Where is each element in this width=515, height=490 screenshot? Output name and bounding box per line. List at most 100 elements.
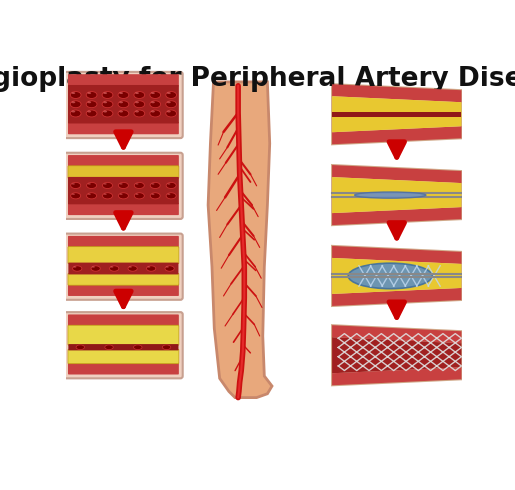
FancyBboxPatch shape — [68, 284, 179, 296]
Ellipse shape — [88, 183, 91, 185]
Ellipse shape — [355, 192, 426, 198]
Ellipse shape — [86, 92, 97, 98]
Ellipse shape — [91, 266, 100, 271]
Polygon shape — [332, 126, 461, 144]
Ellipse shape — [150, 182, 160, 189]
Ellipse shape — [104, 194, 107, 195]
Ellipse shape — [150, 110, 161, 117]
Polygon shape — [332, 165, 461, 225]
Ellipse shape — [150, 92, 161, 98]
Ellipse shape — [119, 183, 123, 185]
Ellipse shape — [147, 266, 150, 268]
FancyBboxPatch shape — [64, 312, 183, 378]
FancyBboxPatch shape — [68, 85, 179, 123]
Polygon shape — [332, 368, 461, 385]
Ellipse shape — [166, 92, 177, 98]
Ellipse shape — [76, 345, 84, 349]
FancyBboxPatch shape — [68, 246, 179, 264]
Polygon shape — [332, 288, 461, 306]
Ellipse shape — [119, 194, 123, 195]
FancyBboxPatch shape — [68, 362, 179, 374]
Ellipse shape — [151, 92, 155, 94]
Ellipse shape — [151, 183, 154, 185]
Ellipse shape — [102, 101, 113, 108]
Ellipse shape — [88, 194, 91, 195]
Ellipse shape — [88, 111, 91, 113]
FancyBboxPatch shape — [68, 263, 179, 274]
Ellipse shape — [102, 193, 112, 199]
Ellipse shape — [72, 111, 75, 113]
Ellipse shape — [104, 183, 107, 185]
Ellipse shape — [134, 110, 145, 117]
FancyBboxPatch shape — [68, 122, 179, 134]
Ellipse shape — [135, 101, 139, 103]
Polygon shape — [332, 96, 461, 132]
Ellipse shape — [72, 183, 75, 185]
Ellipse shape — [348, 263, 432, 289]
Ellipse shape — [166, 182, 176, 189]
Ellipse shape — [119, 101, 123, 103]
Ellipse shape — [134, 92, 145, 98]
FancyBboxPatch shape — [68, 74, 179, 87]
Polygon shape — [332, 84, 461, 144]
Ellipse shape — [146, 266, 156, 271]
Ellipse shape — [166, 101, 177, 108]
Ellipse shape — [102, 182, 112, 189]
Ellipse shape — [72, 101, 75, 103]
Ellipse shape — [102, 92, 113, 98]
Text: Angioplasty for Peripheral Artery Disease: Angioplasty for Peripheral Artery Diseas… — [0, 67, 515, 93]
FancyBboxPatch shape — [68, 325, 179, 345]
Ellipse shape — [110, 266, 113, 268]
Polygon shape — [332, 165, 461, 183]
Ellipse shape — [151, 101, 155, 103]
Ellipse shape — [162, 345, 171, 349]
FancyBboxPatch shape — [68, 166, 179, 178]
Ellipse shape — [118, 110, 129, 117]
Ellipse shape — [104, 92, 107, 94]
Ellipse shape — [167, 183, 170, 185]
Ellipse shape — [118, 101, 129, 108]
Ellipse shape — [133, 345, 142, 349]
Ellipse shape — [167, 194, 170, 195]
Ellipse shape — [129, 266, 132, 268]
Ellipse shape — [118, 182, 128, 189]
Ellipse shape — [102, 110, 113, 117]
Polygon shape — [332, 177, 461, 213]
Ellipse shape — [119, 111, 123, 113]
Ellipse shape — [118, 193, 128, 199]
Ellipse shape — [166, 266, 169, 268]
Ellipse shape — [72, 92, 75, 94]
Ellipse shape — [166, 193, 176, 199]
Ellipse shape — [105, 345, 113, 349]
Ellipse shape — [134, 193, 144, 199]
FancyBboxPatch shape — [68, 315, 179, 327]
FancyBboxPatch shape — [68, 349, 179, 364]
Ellipse shape — [151, 194, 154, 195]
FancyBboxPatch shape — [68, 155, 179, 168]
Polygon shape — [332, 337, 461, 373]
Polygon shape — [332, 84, 461, 102]
Ellipse shape — [70, 101, 81, 108]
Ellipse shape — [86, 110, 97, 117]
FancyBboxPatch shape — [68, 273, 179, 285]
Ellipse shape — [167, 111, 171, 113]
FancyBboxPatch shape — [68, 203, 179, 215]
Ellipse shape — [118, 92, 129, 98]
Ellipse shape — [150, 101, 161, 108]
FancyBboxPatch shape — [68, 344, 179, 350]
Ellipse shape — [70, 92, 81, 98]
Ellipse shape — [165, 266, 174, 271]
FancyBboxPatch shape — [68, 236, 179, 248]
FancyBboxPatch shape — [64, 234, 183, 300]
Polygon shape — [332, 246, 461, 264]
Ellipse shape — [134, 182, 144, 189]
FancyBboxPatch shape — [64, 153, 183, 219]
Ellipse shape — [150, 193, 160, 199]
FancyBboxPatch shape — [64, 72, 183, 138]
Ellipse shape — [86, 101, 97, 108]
Ellipse shape — [119, 92, 123, 94]
Ellipse shape — [104, 111, 107, 113]
Ellipse shape — [88, 101, 91, 103]
Ellipse shape — [71, 182, 81, 189]
Ellipse shape — [135, 111, 139, 113]
